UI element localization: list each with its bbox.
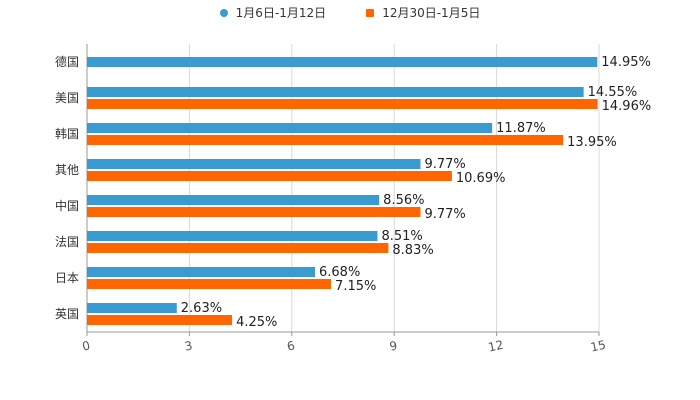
x-tick-label: 12 bbox=[487, 338, 505, 355]
data-label-series-2: 9.77% bbox=[424, 207, 465, 222]
legend-marker-series-1 bbox=[219, 8, 228, 17]
legend-label-series-1: 1月6日-1月12日 bbox=[235, 6, 327, 20]
legend-item-series-1[interactable]: 1月6日-1月12日 bbox=[219, 4, 327, 21]
bar-series-2-7[interactable] bbox=[87, 315, 233, 325]
bar-series-2-5[interactable] bbox=[87, 243, 389, 253]
bar-series-1-7[interactable] bbox=[87, 303, 177, 313]
x-tick-label: 3 bbox=[183, 338, 193, 353]
data-label-series-2: 8.83% bbox=[392, 243, 433, 258]
category-label: 德国 bbox=[55, 54, 79, 69]
bar-series-2-2[interactable] bbox=[87, 135, 564, 145]
data-label-series-2: 7.15% bbox=[335, 279, 376, 294]
legend-marker-series-2 bbox=[366, 8, 375, 17]
category-label: 英国 bbox=[55, 307, 79, 321]
legend: 1月6日-1月12日 12月30日-1月5日 bbox=[0, 4, 700, 21]
bar-series-1-5[interactable] bbox=[87, 231, 378, 241]
bar-series-2-6[interactable] bbox=[87, 279, 332, 289]
bar-series-1-0[interactable] bbox=[87, 57, 598, 67]
data-label-series-1: 9.77% bbox=[424, 157, 465, 172]
bar-series-2-1[interactable] bbox=[87, 99, 598, 109]
category-label: 日本 bbox=[55, 271, 79, 285]
data-label-series-2: 14.96% bbox=[602, 99, 652, 114]
x-tick-label: 9 bbox=[388, 338, 398, 353]
x-tick-label: 15 bbox=[589, 338, 607, 355]
data-label-series-1: 2.63% bbox=[181, 301, 222, 316]
x-tick-label: 0 bbox=[81, 338, 91, 353]
bar-series-1-1[interactable] bbox=[87, 87, 584, 97]
data-label-series-1: 11.87% bbox=[496, 121, 546, 136]
category-label: 中国 bbox=[55, 198, 79, 213]
bar-series-2-4[interactable] bbox=[87, 207, 421, 217]
legend-item-series-2[interactable]: 12月30日-1月5日 bbox=[366, 4, 480, 21]
data-label-series-2: 10.69% bbox=[456, 171, 506, 186]
data-label-series-2: 4.25% bbox=[236, 315, 277, 330]
data-label-series-1: 8.56% bbox=[383, 193, 424, 208]
data-label-series-1: 14.95% bbox=[601, 55, 651, 70]
data-label-series-1: 8.51% bbox=[381, 229, 422, 244]
data-label-series-2: 13.95% bbox=[567, 135, 617, 150]
bar-series-1-3[interactable] bbox=[87, 159, 421, 169]
category-label: 韩国 bbox=[55, 126, 79, 141]
bar-series-1-4[interactable] bbox=[87, 195, 380, 205]
legend-label-series-2: 12月30日-1月5日 bbox=[382, 6, 481, 20]
category-label: 其他 bbox=[55, 163, 79, 177]
data-label-series-1: 14.55% bbox=[588, 85, 638, 100]
bar-series-2-3[interactable] bbox=[87, 171, 452, 181]
bar-series-1-6[interactable] bbox=[87, 267, 316, 277]
category-label: 美国 bbox=[55, 91, 79, 105]
bar-series-1-2[interactable] bbox=[87, 123, 493, 133]
x-tick-label: 6 bbox=[286, 338, 296, 353]
category-label: 法国 bbox=[55, 235, 79, 249]
data-label-series-1: 6.68% bbox=[319, 265, 360, 280]
